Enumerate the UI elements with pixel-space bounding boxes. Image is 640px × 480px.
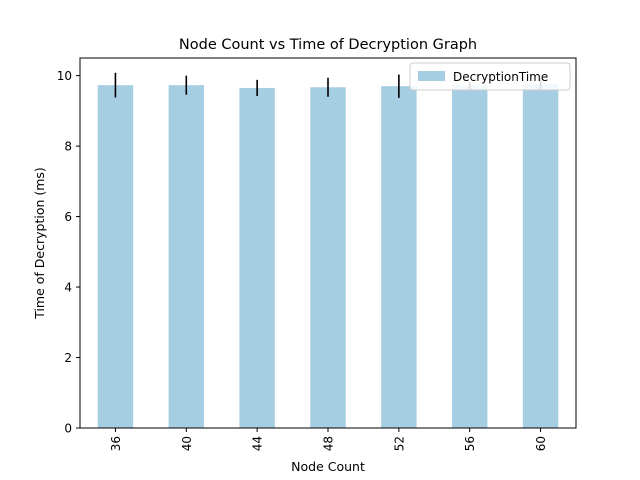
x-tick-label: 40 xyxy=(180,436,194,451)
x-tick-label: 52 xyxy=(392,436,406,451)
legend-box xyxy=(409,62,571,91)
x-tick-label: 48 xyxy=(322,436,336,451)
x-tick-label: 44 xyxy=(251,436,265,451)
x-tick-label: 56 xyxy=(463,436,477,451)
y-tick-label: 10 xyxy=(57,69,72,83)
y-axis-label: Time of Decryption (ms) xyxy=(32,167,47,320)
bar xyxy=(310,87,346,428)
y-tick-label: 2 xyxy=(64,351,72,365)
bar xyxy=(239,87,275,428)
x-tick-label: 60 xyxy=(534,436,548,451)
y-tick-label: 6 xyxy=(64,210,72,224)
x-axis-label: Node Count xyxy=(291,459,365,474)
y-tick-label: 0 xyxy=(64,422,72,436)
legend-swatch xyxy=(418,71,445,81)
y-tick-label: 4 xyxy=(64,281,72,295)
bar xyxy=(97,85,134,428)
bar xyxy=(452,85,488,429)
bar xyxy=(168,85,204,428)
x-tick-label: 36 xyxy=(109,436,123,451)
legend-label: DecryptionTime xyxy=(453,70,548,84)
y-tick-label: 8 xyxy=(64,140,72,154)
bar xyxy=(522,84,559,429)
chart-title: Node Count vs Time of Decryption Graph xyxy=(179,37,477,53)
bar xyxy=(381,86,417,428)
